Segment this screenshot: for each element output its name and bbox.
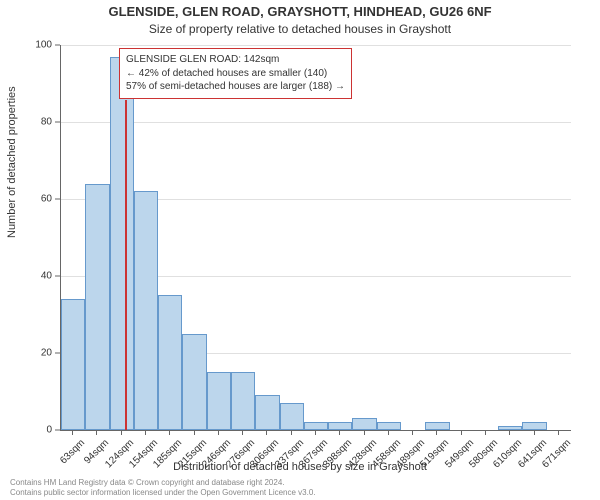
histogram-bar <box>61 299 85 430</box>
ytick-label: 0 <box>46 425 52 436</box>
ytick-mark <box>55 122 60 123</box>
histogram-bar <box>522 422 546 430</box>
footer-line: Contains public sector information licen… <box>10 488 316 498</box>
histogram-bar <box>110 57 134 430</box>
ytick-mark <box>55 45 60 46</box>
xtick-mark <box>364 430 365 435</box>
footer-attribution: Contains HM Land Registry data © Crown c… <box>10 478 316 498</box>
xtick-mark <box>558 430 559 435</box>
xtick-mark <box>145 430 146 435</box>
xtick-mark <box>485 430 486 435</box>
xtick-mark <box>315 430 316 435</box>
histogram-bar <box>182 334 206 430</box>
ytick-label: 20 <box>41 348 52 359</box>
xtick-mark <box>412 430 413 435</box>
histogram-bar <box>85 184 109 430</box>
ytick-label: 80 <box>41 117 52 128</box>
ytick-label: 40 <box>41 271 52 282</box>
xtick-mark <box>169 430 170 435</box>
xtick-mark <box>72 430 73 435</box>
xtick-mark <box>218 430 219 435</box>
histogram-bar <box>231 372 255 430</box>
histogram-bar <box>255 395 279 430</box>
ytick-mark <box>55 276 60 277</box>
y-axis-label: Number of detached properties <box>6 86 18 238</box>
xtick-mark <box>436 430 437 435</box>
histogram-bar <box>377 422 401 430</box>
xtick-mark <box>266 430 267 435</box>
ytick-label: 100 <box>35 40 52 51</box>
annotation-line: 57% of semi-detached houses are larger (… <box>126 80 345 94</box>
histogram-bar <box>280 403 304 430</box>
xtick-mark <box>339 430 340 435</box>
plot-area: GLENSIDE GLEN ROAD: 142sqm← 42% of detac… <box>60 45 571 431</box>
annotation-line: GLENSIDE GLEN ROAD: 142sqm <box>126 53 345 67</box>
ytick-mark <box>55 199 60 200</box>
xtick-mark <box>242 430 243 435</box>
annotation-box: GLENSIDE GLEN ROAD: 142sqm← 42% of detac… <box>119 48 352 99</box>
xtick-mark <box>291 430 292 435</box>
ytick-mark <box>55 353 60 354</box>
histogram-bar <box>352 418 376 430</box>
xtick-mark <box>388 430 389 435</box>
histogram-bar <box>328 422 352 430</box>
gridline <box>61 122 571 123</box>
xtick-mark <box>121 430 122 435</box>
xtick-mark <box>509 430 510 435</box>
histogram-bar <box>425 422 449 430</box>
footer-line: Contains HM Land Registry data © Crown c… <box>10 478 316 488</box>
histogram-bar <box>304 422 328 430</box>
xtick-mark <box>194 430 195 435</box>
histogram-bar <box>134 191 158 430</box>
annotation-line: ← 42% of detached houses are smaller (14… <box>126 67 345 81</box>
page-title: GLENSIDE, GLEN ROAD, GRAYSHOTT, HINDHEAD… <box>0 4 600 19</box>
histogram-bar <box>158 295 182 430</box>
histogram-bar <box>207 372 231 430</box>
ytick-label: 60 <box>41 194 52 205</box>
xtick-mark <box>96 430 97 435</box>
histogram-bar <box>498 426 522 430</box>
subject-marker-line <box>125 100 127 430</box>
chart-container: GLENSIDE, GLEN ROAD, GRAYSHOTT, HINDHEAD… <box>0 0 600 500</box>
gridline <box>61 45 571 46</box>
xtick-mark <box>461 430 462 435</box>
chart-subtitle: Size of property relative to detached ho… <box>0 22 600 36</box>
xtick-mark <box>534 430 535 435</box>
ytick-mark <box>55 430 60 431</box>
